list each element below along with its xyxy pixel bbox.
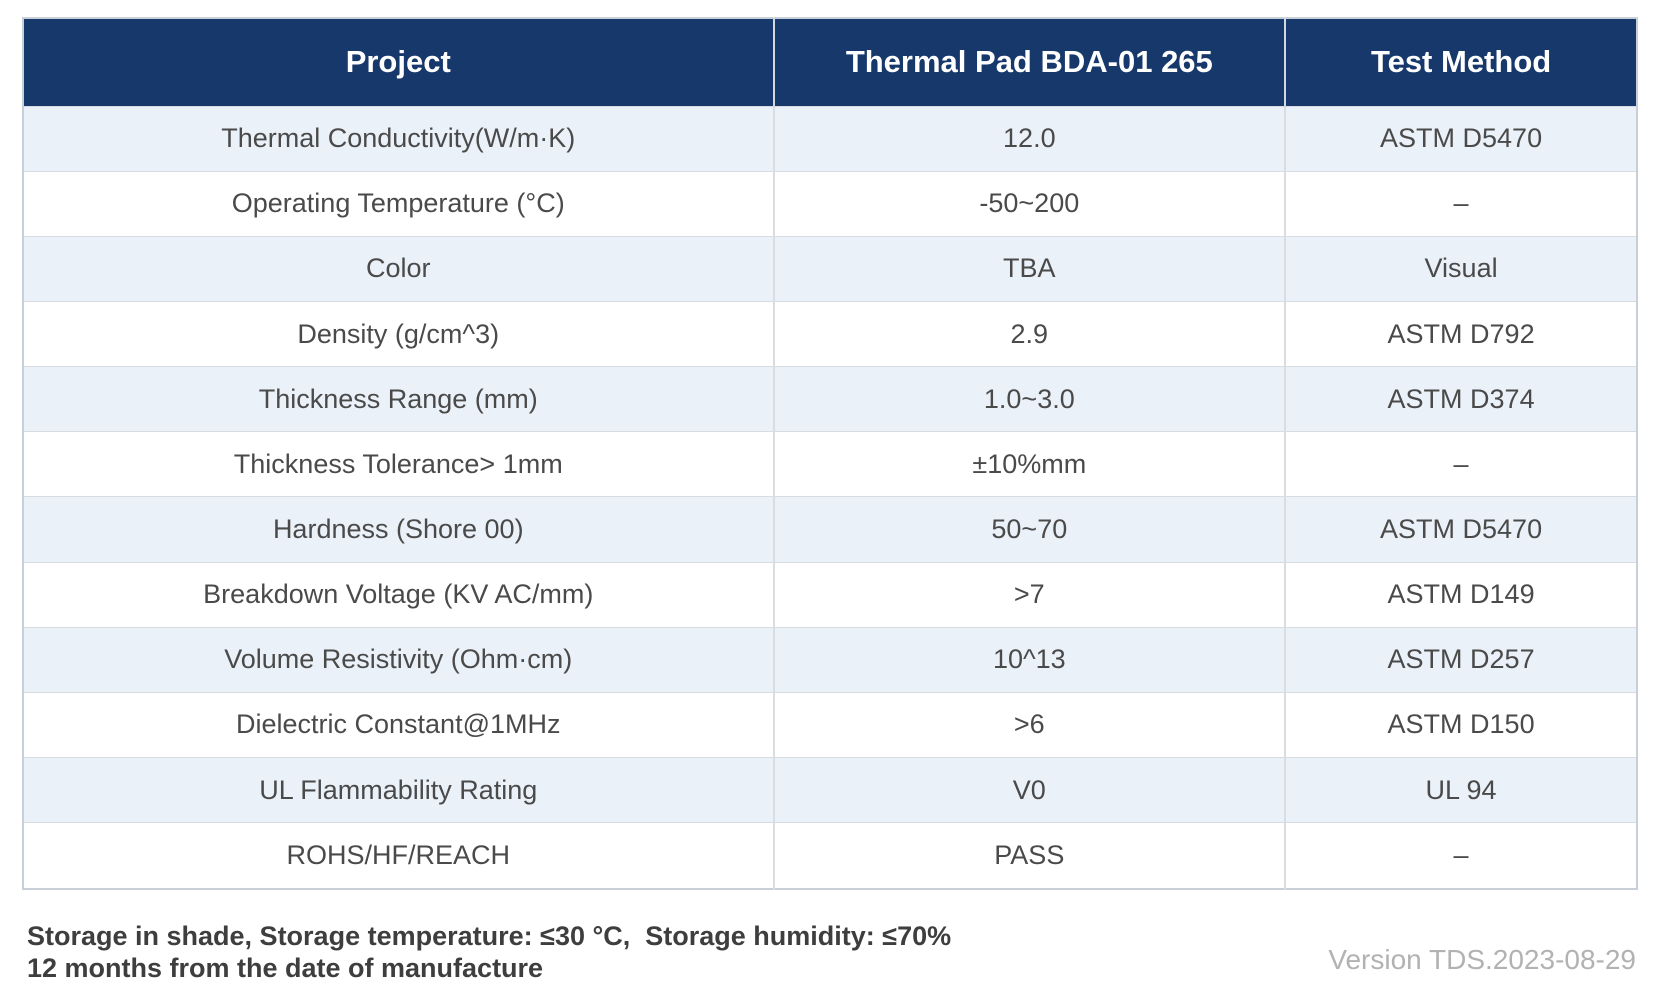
table-row: Hardness (Shore 00) 50~70 ASTM D5470 [23,496,1637,563]
table-row: Density (g/cm^3) 2.9 ASTM D792 [23,300,1637,367]
test-method-cell: ASTM D5470 [1284,496,1637,563]
table-row: ROHS/HF/REACH PASS – [23,822,1637,889]
project-cell: Operating Temperature (°C) [23,170,774,237]
storage-note: Storage in shade, Storage temperature: ≤… [27,921,952,983]
test-method-cell: ASTM D5470 [1284,105,1637,172]
value-cell: 12.0 [772,105,1286,172]
column-header-test-method: Test Method [1284,18,1637,106]
value-cell: 50~70 [772,496,1286,563]
table-header: Project Thermal Pad BDA-01 265 Test Meth… [23,18,1637,106]
value-cell: ±10%mm [772,431,1286,497]
test-method-cell: ASTM D149 [1284,561,1637,628]
test-method-cell: ASTM D374 [1284,366,1637,432]
table-row: Operating Temperature (°C) -50~200 – [23,170,1637,237]
project-cell: Thermal Conductivity(W/m·K) [23,105,774,172]
value-cell: >6 [772,691,1286,758]
table-row: UL Flammability Rating V0 UL 94 [23,757,1637,823]
test-method-cell: – [1284,822,1637,889]
value-cell: 1.0~3.0 [772,366,1286,432]
table-row: Volume Resistivity (Ohm·cm) 10^13 ASTM D… [23,626,1637,693]
table-row: Color TBA Visual [23,235,1637,302]
project-cell: Thickness Range (mm) [23,366,774,432]
project-cell: Dielectric Constant@1MHz [23,691,774,758]
test-method-cell: – [1284,431,1637,497]
project-cell: Density (g/cm^3) [23,300,774,367]
project-cell: Breakdown Voltage (KV AC/mm) [23,561,774,628]
column-header-project: Project [23,18,774,106]
project-cell: ROHS/HF/REACH [23,822,774,889]
value-cell: >7 [772,561,1286,628]
value-cell: 2.9 [772,300,1286,367]
table-row: Thickness Tolerance> 1mm ±10%mm – [23,431,1637,497]
test-method-cell: ASTM D257 [1284,626,1637,693]
value-cell: -50~200 [772,170,1286,237]
version-label: Version TDS.2023-08-29 [1328,944,1636,975]
test-method-cell: ASTM D792 [1284,300,1637,367]
header-row: Project Thermal Pad BDA-01 265 Test Meth… [23,18,1637,106]
value-cell: 10^13 [772,626,1286,693]
test-method-cell: UL 94 [1284,757,1637,823]
value-cell: TBA [772,235,1286,302]
spec-table: Project Thermal Pad BDA-01 265 Test Meth… [22,17,1638,890]
table-row: Thickness Range (mm) 1.0~3.0 ASTM D374 [23,366,1637,432]
project-cell: Volume Resistivity (Ohm·cm) [23,626,774,693]
value-cell: PASS [772,822,1286,889]
table-row: Thermal Conductivity(W/m·K) 12.0 ASTM D5… [23,105,1637,172]
project-cell: Color [23,235,774,302]
test-method-cell: Visual [1284,235,1637,302]
value-cell: V0 [772,757,1286,823]
table-body: Thermal Conductivity(W/m·K) 12.0 ASTM D5… [23,105,1637,889]
project-cell: Thickness Tolerance> 1mm [23,431,774,497]
spec-table-container: Project Thermal Pad BDA-01 265 Test Meth… [22,17,1638,890]
test-method-cell: – [1284,170,1637,237]
table-row: Dielectric Constant@1MHz >6 ASTM D150 [23,691,1637,758]
project-cell: UL Flammability Rating [23,757,774,823]
table-row: Breakdown Voltage (KV AC/mm) >7 ASTM D14… [23,561,1637,628]
column-header-product: Thermal Pad BDA-01 265 [772,18,1286,106]
test-method-cell: ASTM D150 [1284,691,1637,758]
project-cell: Hardness (Shore 00) [23,496,774,563]
